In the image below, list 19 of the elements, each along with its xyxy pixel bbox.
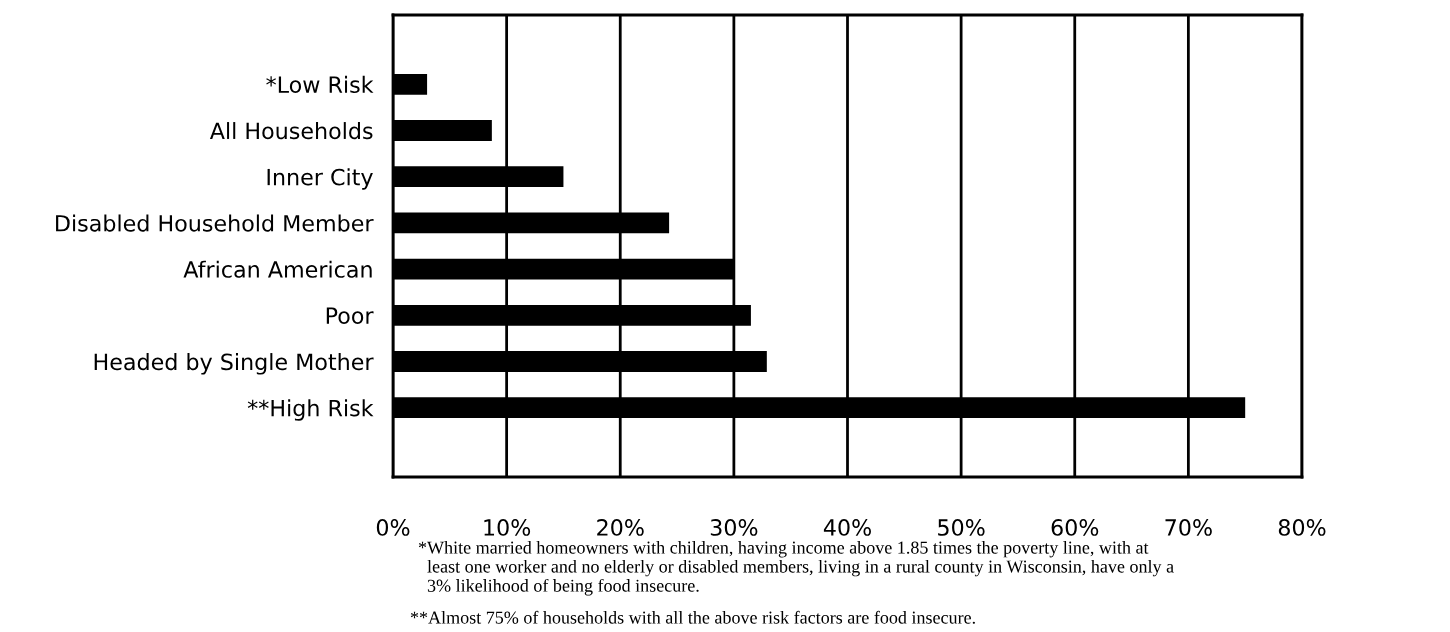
y-tick-label: Disabled Household Member bbox=[56, 214, 374, 232]
y-tick-label: **High Risk bbox=[247, 399, 374, 421]
x-tick-label: 20% bbox=[597, 519, 644, 536]
x-tick-label: 40% bbox=[823, 519, 871, 536]
y-tick-label: All Households bbox=[209, 122, 373, 140]
y-tick-label: *Low Risk bbox=[266, 75, 374, 94]
y-tick-label: Poor bbox=[326, 307, 374, 325]
x-tick-label: 0% bbox=[376, 519, 410, 536]
y-tick-label: Headed by Single Mother bbox=[94, 353, 374, 375]
x-tick-label: 30% bbox=[710, 519, 758, 536]
x-tick-label: 70% bbox=[1165, 519, 1212, 536]
x-tick-label: 10% bbox=[484, 519, 531, 536]
y-tick-label: Inner City bbox=[267, 168, 373, 190]
text: *White married homeowners with children, having income above 1.85 times the poverty line, with at least one worker and no elderly or disabled members, living in a rural county in Wisconsin, have only a 3% likelihood of being food insecure. bbox=[418, 541, 1174, 596]
y-tick-label: African American bbox=[183, 260, 372, 278]
x-tick-label: 60% bbox=[1051, 519, 1099, 536]
x-tick-label: 80% bbox=[1278, 519, 1326, 536]
x-tick-label: 50% bbox=[938, 519, 985, 536]
text: **Almost 75% of households with all the above risk factors are food insecure. bbox=[410, 610, 975, 624]
